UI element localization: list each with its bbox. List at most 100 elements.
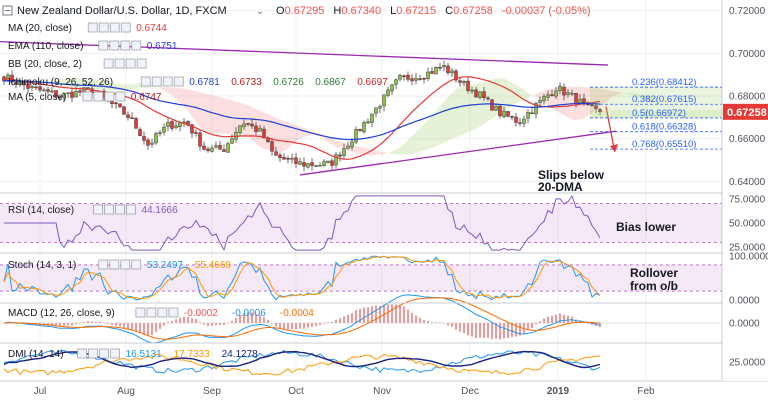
indicator-legend-row[interactable]: MA (20, close) 0.6744 bbox=[8, 22, 167, 34]
macd-histogram-bar bbox=[271, 323, 273, 324]
close-icon[interactable] bbox=[157, 307, 168, 318]
pane-legend[interactable]: DMI (14, 14) 16.5131 17.7333 24.1278 bbox=[8, 348, 258, 360]
macd-histogram-bar bbox=[147, 323, 149, 336]
more-icon[interactable] bbox=[120, 22, 131, 33]
more-icon[interactable] bbox=[136, 58, 147, 69]
settings-icon[interactable] bbox=[98, 22, 109, 33]
more-icon[interactable] bbox=[110, 348, 120, 359]
eye-icon[interactable] bbox=[103, 58, 114, 69]
more-icon[interactable] bbox=[173, 76, 184, 87]
cloud-segment bbox=[304, 127, 308, 137]
candle bbox=[482, 86, 486, 102]
collapse-icon[interactable] bbox=[2, 5, 13, 16]
price-axis[interactable]: 0.72000 0.70000 0.68000 0.66000 0.64000 75.00… bbox=[723, 0, 768, 381]
more-icon[interactable] bbox=[131, 40, 142, 51]
cloud-segment bbox=[400, 144, 404, 155]
stoch-annotation: from o/b bbox=[630, 279, 678, 293]
close-icon[interactable] bbox=[162, 76, 173, 87]
eye-icon[interactable] bbox=[98, 259, 109, 270]
indicator-legend-row[interactable]: Ichimoku (9, 26, 52, 26) 0.6781 0.6733 0.67… bbox=[8, 76, 388, 88]
cloud-segment bbox=[440, 101, 444, 145]
close-icon[interactable] bbox=[120, 259, 131, 270]
more-icon[interactable] bbox=[115, 91, 126, 102]
indicator-legend-row[interactable]: MA (5, close) 0.6747 bbox=[8, 91, 162, 103]
high-label: H bbox=[333, 5, 341, 17]
settings-icon[interactable] bbox=[114, 58, 125, 69]
candle bbox=[414, 73, 418, 85]
settings-icon[interactable] bbox=[93, 91, 104, 102]
macd-histogram-bar bbox=[407, 309, 409, 323]
candle-body bbox=[238, 125, 242, 134]
indicator-legend-row[interactable]: EMA (110, close) 0.6751 bbox=[8, 40, 178, 52]
candle bbox=[154, 131, 158, 146]
candle-body bbox=[542, 96, 546, 102]
settings-icon[interactable] bbox=[88, 348, 98, 359]
settings-icon[interactable] bbox=[109, 40, 120, 51]
candle-body bbox=[254, 125, 258, 132]
symbol-dropdown-icon[interactable]: ⌄ bbox=[256, 6, 264, 17]
more-icon[interactable] bbox=[126, 204, 136, 215]
annotation-text: Slips below bbox=[538, 168, 605, 182]
candle-body bbox=[378, 106, 382, 109]
close-icon[interactable] bbox=[120, 40, 131, 51]
indicator-legend: MA (20, close) 0.6744 EMA (110, close) 0.67… bbox=[8, 22, 388, 360]
candle bbox=[298, 157, 302, 166]
pane-legend[interactable]: RSI (14, close) 44.1666 bbox=[8, 204, 178, 216]
macd-histogram-bar bbox=[243, 312, 245, 323]
candle bbox=[390, 83, 394, 96]
macd-histogram-bar bbox=[459, 323, 461, 332]
macd-histogram-bar bbox=[299, 323, 301, 329]
close-icon[interactable] bbox=[115, 204, 125, 215]
settings-icon[interactable] bbox=[104, 204, 114, 215]
ma20-line bbox=[3, 76, 601, 160]
more-icon[interactable] bbox=[131, 259, 142, 270]
pane-legend[interactable]: Stoch (14, 3, 1) 53.2497 55.4669 bbox=[8, 259, 231, 271]
macd-histogram-bar bbox=[91, 321, 93, 323]
candle-body bbox=[494, 106, 498, 111]
macd-histogram-bar bbox=[455, 323, 457, 330]
candle-body bbox=[262, 128, 266, 139]
macd-histogram-bar bbox=[287, 323, 289, 330]
close-icon[interactable] bbox=[125, 58, 136, 69]
cloud-segment bbox=[252, 107, 256, 144]
close-icon[interactable] bbox=[99, 348, 109, 359]
cloud-segment bbox=[236, 101, 240, 134]
candle-body bbox=[206, 148, 210, 151]
indicator-legend-row[interactable]: BB (20, close, 2) bbox=[8, 58, 147, 70]
macd-histogram-bar bbox=[131, 323, 133, 330]
candle bbox=[342, 143, 346, 160]
candle-body bbox=[278, 154, 282, 158]
pane-label: RSI (14, close) bbox=[8, 205, 74, 216]
settings-icon[interactable] bbox=[146, 307, 157, 318]
eye-icon[interactable] bbox=[77, 348, 87, 359]
indicator-label: Ichimoku (9, 26, 52, 26) bbox=[8, 77, 113, 88]
time-axis[interactable]: Jul Aug Sep Oct Nov Dec 2019 Feb bbox=[34, 386, 655, 397]
cloud-segment bbox=[384, 152, 388, 155]
eye-icon[interactable] bbox=[140, 76, 151, 87]
eye-icon[interactable] bbox=[98, 40, 109, 51]
eye-icon[interactable] bbox=[87, 22, 98, 33]
cloud-segment bbox=[612, 90, 616, 97]
cloud-segment bbox=[212, 94, 216, 135]
close-icon[interactable] bbox=[109, 22, 120, 33]
settings-icon[interactable] bbox=[151, 76, 162, 87]
pane-separators[interactable] bbox=[0, 0, 768, 382]
close-icon[interactable] bbox=[104, 91, 115, 102]
candle-body bbox=[474, 89, 478, 98]
settings-icon[interactable] bbox=[109, 259, 120, 270]
lower-trendline[interactable] bbox=[299, 130, 617, 176]
eye-icon[interactable] bbox=[82, 91, 93, 102]
eye-icon[interactable] bbox=[93, 204, 103, 215]
dmi-minus-line bbox=[3, 353, 601, 376]
pane-legend[interactable]: MACD (12, 26, close, 9) -0.0002 -0.0006 -0.… bbox=[8, 307, 314, 319]
cloud-segment bbox=[424, 120, 428, 151]
macd-histogram-bar bbox=[303, 323, 305, 329]
candle bbox=[334, 151, 338, 169]
fibonacci-levels[interactable]: 0.236(0.68412) 0.382(0.67615) 0.5(0.66972)… bbox=[590, 77, 722, 150]
more-icon[interactable] bbox=[168, 307, 179, 318]
candle-body bbox=[466, 80, 470, 91]
eye-icon[interactable] bbox=[135, 307, 146, 318]
macd-histogram-bar bbox=[375, 305, 377, 323]
fib-level-label: 0.236(0.68412) bbox=[632, 77, 696, 88]
